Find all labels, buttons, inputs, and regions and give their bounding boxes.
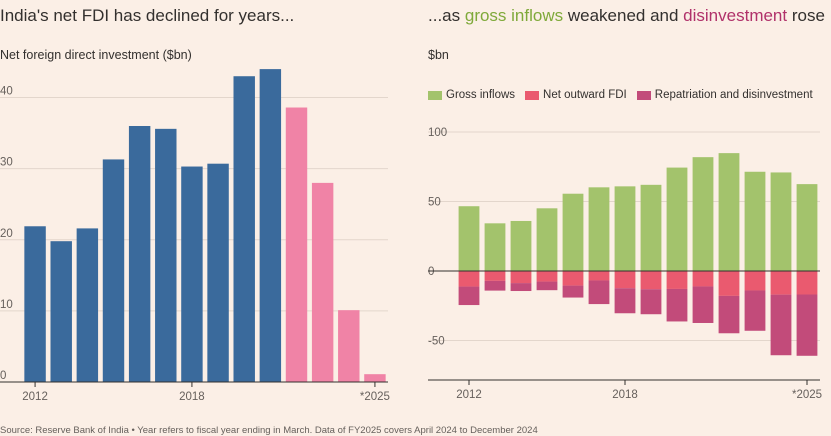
left-bar-2012 — [24, 226, 46, 382]
right-xtick-label-2018: 2018 — [612, 389, 638, 401]
left-bar-2022 — [285, 107, 308, 382]
right-xtick-label-2025: *2025 — [792, 389, 822, 401]
legend-label-gross-inflows: Gross inflows — [446, 89, 516, 101]
left-ytick-label-20: 20 — [0, 228, 13, 240]
right-bar-gross-2018 — [614, 186, 636, 271]
right-chart-legend: Gross inflows Net outward FDI Repatriati… — [428, 89, 813, 101]
right-bar-gross-2017 — [588, 187, 610, 271]
right-bar-outward-2023 — [744, 271, 766, 291]
right-bar-repatriation-2014 — [510, 283, 532, 292]
right-title-mid: weakened and — [563, 6, 684, 25]
right-bar-outward-2025 — [796, 271, 818, 295]
left-ytick-label-30: 30 — [0, 157, 13, 169]
left-bar-2017 — [155, 128, 177, 382]
right-bar-gross-2025 — [796, 184, 818, 271]
left-bar-2016 — [128, 126, 151, 382]
right-bar-repatriation-2025 — [796, 294, 818, 356]
left-bar-2024 — [338, 310, 360, 382]
right-bar-outward-2021 — [692, 271, 714, 287]
right-bar-outward-2015 — [536, 271, 558, 282]
left-bar-2023 — [311, 182, 334, 382]
left-bar-2013 — [50, 241, 72, 382]
left-ytick-label-10: 10 — [0, 299, 13, 311]
legend-swatch-maroon — [636, 90, 651, 100]
legend-swatch-red — [525, 90, 540, 100]
right-bar-repatriation-2022 — [718, 295, 740, 334]
left-bar-2015 — [102, 159, 125, 382]
right-bar-outward-2014 — [510, 271, 532, 284]
right-bar-repatriation-2015 — [536, 281, 558, 291]
left-xtick-label-2018: 2018 — [179, 391, 205, 403]
right-chart-title: ...as gross inflows weakened and disinve… — [428, 6, 825, 26]
right-bar-repatriation-2024 — [770, 294, 792, 356]
right-bar-gross-2014 — [510, 220, 532, 271]
left-chart-subtitle: Net foreign direct investment ($bn) — [0, 48, 192, 62]
right-bar-gross-2024 — [770, 172, 792, 271]
right-ytick-label-50: 50 — [428, 197, 441, 209]
right-bar-repatriation-2016 — [562, 285, 584, 298]
right-bar-outward-2022 — [718, 271, 740, 296]
legend-item-gross-inflows: Gross inflows — [428, 89, 515, 101]
left-ytick-label-40: 40 — [0, 86, 13, 98]
right-xtick-label-2012: 2012 — [456, 389, 482, 401]
right-bar-gross-2013 — [484, 223, 506, 271]
right-title-pink: disinvestment — [683, 6, 788, 25]
legend-label-net-outward: Net outward FDI — [543, 89, 627, 101]
right-title-pre: ...as — [428, 6, 465, 25]
right-ytick-label-100: 100 — [428, 127, 447, 139]
right-bar-outward-2018 — [614, 271, 636, 289]
right-bar-outward-2012 — [458, 271, 480, 287]
right-bar-outward-2013 — [484, 271, 506, 281]
right-bar-repatriation-2019 — [640, 289, 662, 315]
legend-label-repatriation: Repatriation and disinvestment — [654, 89, 813, 101]
right-bar-repatriation-2023 — [744, 290, 766, 331]
right-bar-gross-2012 — [458, 206, 480, 271]
left-xtick-label-2025: *2025 — [360, 391, 390, 403]
right-bar-gross-2016 — [562, 193, 584, 271]
right-bar-repatriation-2013 — [484, 280, 506, 291]
right-chart-subtitle: $bn — [428, 48, 449, 62]
legend-swatch-green — [428, 90, 442, 100]
right-bar-gross-2020 — [666, 167, 688, 271]
right-bar-repatriation-2017 — [588, 280, 610, 305]
right-bar-repatriation-2020 — [666, 288, 688, 322]
right-bar-gross-2019 — [640, 184, 662, 271]
right-bar-outward-2024 — [770, 271, 792, 295]
right-bar-gross-2015 — [536, 208, 558, 271]
left-bar-2014 — [76, 228, 99, 382]
left-bar-2025 — [364, 374, 386, 382]
right-bar-outward-2016 — [562, 271, 584, 286]
right-bar-gross-2023 — [744, 171, 766, 271]
left-bar-2018 — [181, 166, 203, 382]
right-bar-repatriation-2012 — [458, 286, 480, 306]
legend-item-net-outward: Net outward FDI — [525, 89, 627, 101]
left-bar-2020 — [233, 76, 255, 382]
right-bar-outward-2020 — [666, 271, 688, 289]
right-ytick-label--50: -50 — [428, 336, 445, 348]
right-title-post: rose — [787, 6, 825, 25]
left-chart-title: India's net FDI has declined for years..… — [0, 6, 295, 25]
right-title-green: gross inflows — [464, 6, 564, 25]
right-bar-gross-2022 — [718, 153, 740, 271]
source-footnote: Source: Reserve Bank of India • Year ref… — [0, 425, 538, 436]
right-bar-gross-2021 — [692, 157, 714, 271]
right-bar-repatriation-2021 — [692, 286, 714, 323]
left-bar-2019 — [207, 163, 229, 382]
right-bar-repatriation-2018 — [614, 288, 636, 314]
left-bar-2021 — [259, 69, 282, 382]
right-ytick-label-0: 0 — [428, 266, 434, 278]
right-bar-outward-2019 — [640, 271, 662, 290]
right-bar-outward-2017 — [588, 271, 610, 281]
left-xtick-label-2012: 2012 — [22, 391, 48, 403]
legend-item-repatriation: Repatriation and disinvestment — [636, 89, 813, 101]
left-ytick-label-0: 0 — [0, 370, 6, 382]
